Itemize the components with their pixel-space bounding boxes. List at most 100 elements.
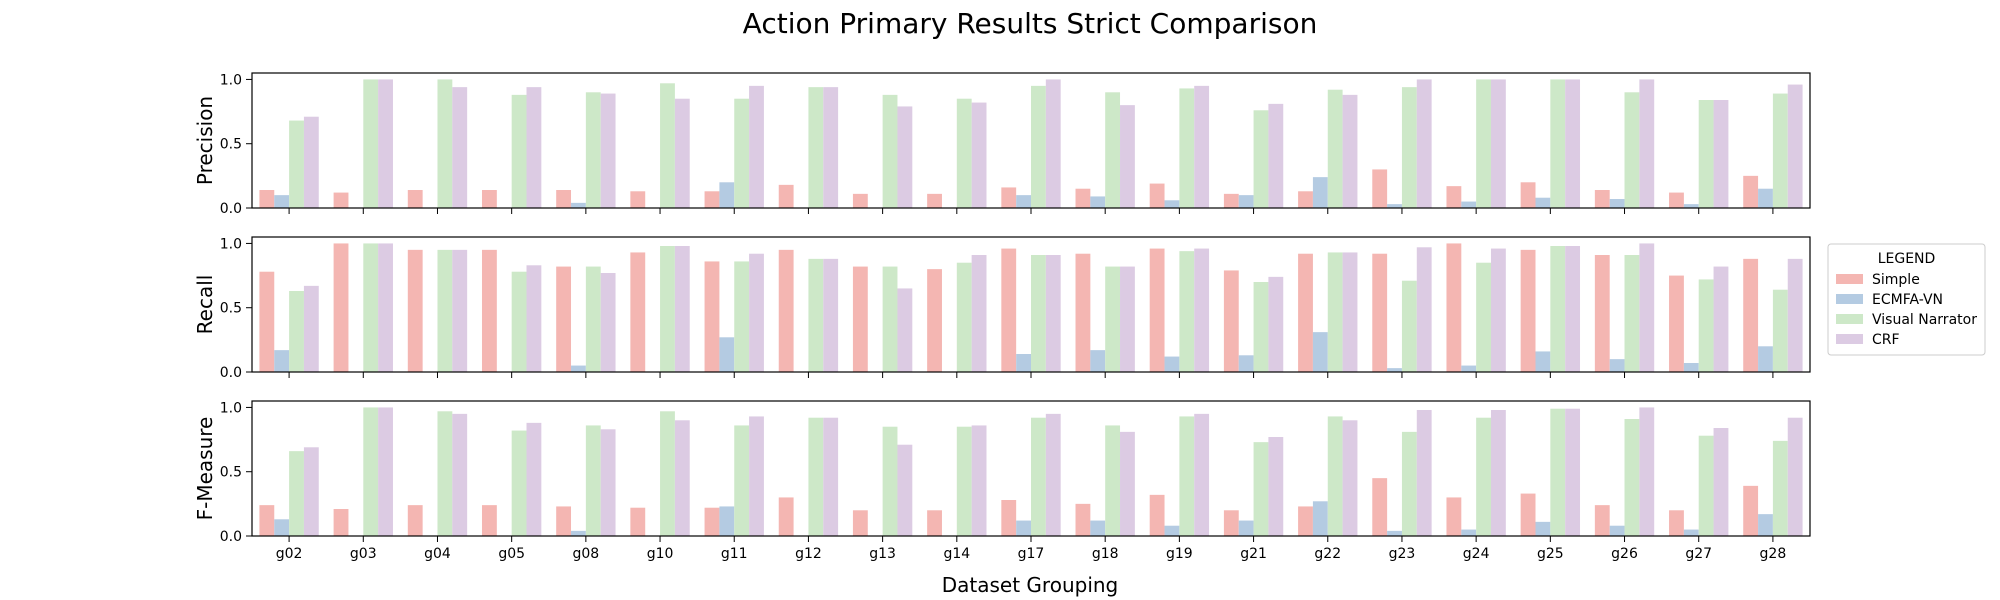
bar-visual-narrator-g13 <box>882 426 898 536</box>
bar-crf-g23 <box>1416 410 1432 536</box>
bar-simple-g23 <box>1372 478 1388 536</box>
bar-ecmfa-vn-g17 <box>1016 195 1031 208</box>
bar-simple-g14 <box>927 269 942 372</box>
bar-simple-g26 <box>1594 255 1610 372</box>
bar-visual-narrator-g19 <box>1179 88 1195 208</box>
bar-crf-g24 <box>1490 410 1506 536</box>
x-axis-label: Dataset Grouping <box>942 573 1119 597</box>
x-tick-label-g22: g22 <box>1314 546 1341 562</box>
bar-ecmfa-vn-g19 <box>1164 356 1180 372</box>
legend-swatch-visual-narrator <box>1836 314 1863 324</box>
x-tick-label-g02: g02 <box>276 546 303 562</box>
bar-crf-g08 <box>600 429 616 536</box>
bar-ecmfa-vn-g28 <box>1758 514 1773 536</box>
bar-crf-g04 <box>452 413 468 536</box>
bar-crf-g12 <box>823 417 839 536</box>
bar-visual-narrator-g28 <box>1772 93 1788 208</box>
bar-visual-narrator-g04 <box>437 79 453 209</box>
bar-simple-g28 <box>1743 258 1759 372</box>
bar-crf-g26 <box>1639 79 1655 209</box>
bar-visual-narrator-g14 <box>956 262 972 372</box>
bar-simple-g05 <box>481 505 497 536</box>
bar-simple-g18 <box>1075 188 1091 208</box>
x-tick-label-g12: g12 <box>795 546 822 562</box>
bar-ecmfa-vn-g18 <box>1090 196 1106 208</box>
bar-crf-g25 <box>1565 408 1581 536</box>
bar-ecmfa-vn-g28 <box>1758 346 1773 372</box>
bar-crf-g05 <box>526 422 542 536</box>
x-tick-label-g14: g14 <box>943 546 970 562</box>
bar-crf-g10 <box>674 420 690 536</box>
bar-visual-narrator-g18 <box>1105 425 1121 536</box>
bar-visual-narrator-g13 <box>882 94 898 208</box>
bar-ecmfa-vn-g27 <box>1683 204 1699 208</box>
bar-crf-g28 <box>1787 417 1803 536</box>
bar-simple-g04 <box>407 505 423 536</box>
bar-visual-narrator-g25 <box>1550 408 1566 536</box>
bar-ecmfa-vn-g08 <box>571 202 586 208</box>
bar-ecmfa-vn-g02 <box>274 519 290 536</box>
bar-ecmfa-vn-g26 <box>1609 199 1625 208</box>
bar-crf-g14 <box>971 425 987 536</box>
bar-visual-narrator-g11 <box>734 261 750 372</box>
bar-simple-g12 <box>778 249 794 372</box>
bar-simple-g17 <box>1001 500 1017 536</box>
bar-visual-narrator-g08 <box>585 92 601 208</box>
bar-ecmfa-vn-g23 <box>1387 368 1402 372</box>
bar-crf-g18 <box>1120 266 1135 372</box>
bar-visual-narrator-g21 <box>1253 442 1269 536</box>
bar-visual-narrator-g17 <box>1031 85 1046 208</box>
y-tick-label: 0.0 <box>220 365 242 381</box>
bar-ecmfa-vn-g22 <box>1312 177 1328 208</box>
bar-visual-narrator-g02 <box>289 291 304 372</box>
bar-simple-g25 <box>1520 182 1536 208</box>
bar-crf-g05 <box>526 265 542 372</box>
bar-visual-narrator-g14 <box>956 98 972 208</box>
bar-simple-g27 <box>1669 275 1684 372</box>
bar-ecmfa-vn-g25 <box>1535 521 1551 536</box>
bar-visual-narrator-g13 <box>882 266 898 372</box>
bar-crf-g18 <box>1120 431 1135 536</box>
bar-simple-g26 <box>1594 505 1610 536</box>
bar-crf-g21 <box>1268 437 1284 536</box>
bar-crf-g11 <box>749 253 764 372</box>
x-tick-label-g23: g23 <box>1389 546 1416 562</box>
bar-simple-g05 <box>481 190 497 208</box>
bar-crf-g12 <box>823 87 839 208</box>
bar-visual-narrator-g28 <box>1772 289 1788 372</box>
bar-crf-g19 <box>1194 85 1210 208</box>
x-tick-label-g08: g08 <box>573 546 600 562</box>
bar-visual-narrator-g08 <box>585 425 601 536</box>
bar-ecmfa-vn-g11 <box>719 506 735 536</box>
bar-visual-narrator-g11 <box>734 98 750 208</box>
bar-simple-g02 <box>259 271 275 372</box>
bar-crf-g23 <box>1416 247 1432 372</box>
bar-crf-g17 <box>1045 79 1061 209</box>
bar-simple-g04 <box>407 190 423 208</box>
bar-simple-g04 <box>407 249 423 372</box>
bar-ecmfa-vn-g02 <box>274 195 290 208</box>
bar-visual-narrator-g14 <box>956 426 972 536</box>
bar-visual-narrator-g18 <box>1105 266 1121 372</box>
bar-crf-g03 <box>378 407 393 536</box>
bar-ecmfa-vn-g08 <box>571 365 586 372</box>
bar-ecmfa-vn-g11 <box>719 337 735 372</box>
bar-simple-g17 <box>1001 187 1017 208</box>
bar-crf-g25 <box>1565 79 1581 209</box>
legend-swatch-simple <box>1836 274 1863 284</box>
bar-visual-narrator-g22 <box>1327 252 1343 372</box>
bar-simple-g19 <box>1149 494 1165 536</box>
bar-crf-g24 <box>1490 79 1506 209</box>
bar-visual-narrator-g19 <box>1179 416 1195 536</box>
bar-crf-g22 <box>1342 94 1358 208</box>
bar-visual-narrator-g27 <box>1698 435 1714 536</box>
bar-crf-g26 <box>1639 243 1655 372</box>
bar-simple-g08 <box>556 190 572 208</box>
legend-swatch-crf <box>1836 334 1863 344</box>
bar-ecmfa-vn-g27 <box>1683 363 1699 372</box>
bar-crf-g08 <box>600 93 616 208</box>
bar-crf-g24 <box>1490 248 1506 372</box>
legend-label-ecmfa-vn: ECMFA-VN <box>1872 292 1943 308</box>
bar-ecmfa-vn-g18 <box>1090 520 1106 536</box>
